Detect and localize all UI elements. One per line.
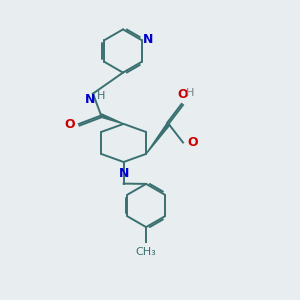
Text: N: N	[85, 93, 96, 106]
Text: O: O	[65, 118, 75, 131]
Text: CH₃: CH₃	[136, 247, 157, 256]
Polygon shape	[100, 114, 124, 124]
Text: O: O	[187, 136, 198, 149]
Text: H: H	[97, 91, 105, 101]
Polygon shape	[146, 123, 170, 154]
Text: N: N	[118, 167, 129, 180]
Text: O: O	[178, 88, 188, 101]
Text: H: H	[185, 88, 194, 98]
Text: N: N	[143, 33, 154, 46]
